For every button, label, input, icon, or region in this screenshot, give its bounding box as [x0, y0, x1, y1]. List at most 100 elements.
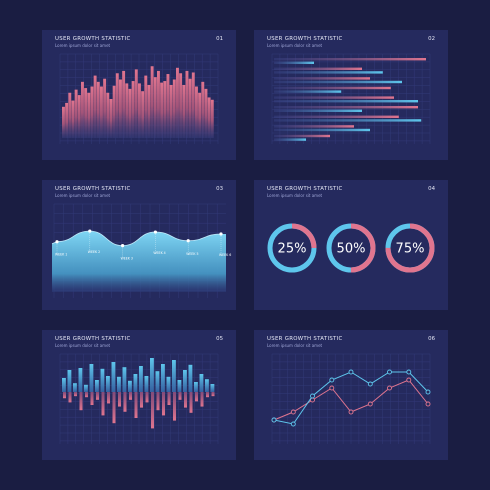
donut-slice — [326, 223, 376, 273]
panel-subtitle: Lorem ipsum dolor sit amet — [55, 43, 111, 48]
panel-number: 03 — [216, 186, 223, 192]
bar — [106, 92, 110, 138]
bar — [71, 100, 75, 138]
bar — [78, 368, 83, 392]
bar — [183, 392, 188, 408]
bar — [274, 90, 342, 93]
bar — [178, 392, 182, 400]
bar — [201, 81, 205, 138]
data-point — [219, 232, 223, 236]
bar — [172, 360, 176, 392]
bar — [62, 392, 67, 399]
panel-02: USER GROWTH STATISTIC Lorem ipsum dolor … — [254, 30, 448, 160]
bar — [125, 83, 129, 138]
bar — [119, 79, 122, 138]
bar — [62, 378, 66, 392]
bar — [139, 366, 143, 392]
donut-label: 50% — [337, 242, 366, 257]
bar — [133, 374, 138, 392]
bar — [150, 392, 155, 429]
bar — [211, 392, 215, 397]
bar — [73, 392, 78, 397]
data-point — [387, 369, 392, 375]
bar — [103, 78, 107, 138]
bar — [185, 70, 189, 138]
panel-01: USER GROWTH STATISTIC Lorem ipsum dolor … — [42, 30, 236, 160]
bar — [115, 73, 119, 138]
week-label: WEEK 6 — [219, 253, 231, 257]
bar — [274, 96, 394, 99]
bar — [274, 119, 422, 122]
bar — [176, 67, 179, 138]
panel-03: WEEK 1 WEEK 2 WEEK 3 WEEK 4 WEEK 5 WEEK 6 USE… — [42, 180, 236, 310]
data-point — [387, 385, 392, 391]
panel-number: 01 — [216, 36, 223, 42]
bar — [138, 83, 141, 138]
bar — [200, 392, 204, 407]
bar — [274, 86, 391, 90]
data-point — [329, 385, 335, 391]
data-point — [290, 421, 296, 427]
bar — [141, 91, 145, 138]
bar — [144, 376, 149, 392]
week-label: WEEK 3 — [121, 257, 133, 261]
chart-04: 25% 50% 75% — [267, 223, 435, 273]
panel-title: USER GROWTH STATISTIC — [55, 186, 131, 192]
bar — [161, 364, 165, 392]
bar — [100, 368, 105, 392]
bar — [156, 392, 160, 411]
bar — [87, 92, 91, 138]
panel-title: USER GROWTH STATISTIC — [267, 336, 343, 342]
bar — [106, 376, 110, 392]
data-point — [348, 409, 354, 415]
bar — [274, 109, 362, 112]
bar — [112, 392, 116, 424]
bar — [166, 376, 171, 392]
bar — [84, 392, 89, 398]
data-point — [425, 401, 431, 407]
bar — [62, 106, 65, 138]
data-point — [310, 393, 315, 399]
bar — [84, 384, 88, 392]
bar — [274, 125, 354, 128]
bar — [147, 84, 151, 138]
bar — [274, 71, 383, 74]
bar — [106, 392, 111, 404]
bar — [153, 77, 157, 138]
data-point — [406, 377, 412, 383]
bar — [274, 58, 426, 61]
panel-subtitle: Lorem ipsum dolor sit amet — [267, 193, 323, 198]
bar — [122, 70, 126, 138]
bar — [131, 81, 135, 138]
data-point — [348, 369, 354, 375]
bar — [81, 81, 84, 138]
panel-05: USER GROWTH STATISTIC Lorem ipsum dolor … — [42, 330, 236, 460]
bar — [172, 79, 176, 138]
week-label: WEEK 4 — [153, 251, 165, 255]
bar — [274, 115, 399, 118]
bar — [90, 86, 94, 138]
donut-label: 75% — [396, 242, 425, 257]
panel-title: USER GROWTH STATISTIC — [267, 186, 343, 192]
data-point — [121, 244, 125, 248]
panel-title: USER GROWTH STATISTIC — [55, 36, 131, 42]
bar — [74, 89, 78, 138]
bar — [134, 69, 138, 138]
bar — [79, 392, 83, 411]
data-point — [406, 369, 412, 375]
bar — [199, 374, 204, 392]
bar — [194, 392, 199, 402]
bar — [65, 102, 69, 138]
bar — [77, 95, 81, 138]
bar — [274, 128, 370, 132]
bar — [274, 61, 314, 64]
chart-03: WEEK 1 WEEK 2 WEEK 3 WEEK 4 WEEK 5 WEEK 6 — [51, 203, 231, 298]
panel-subtitle: Lorem ipsum dolor sit amet — [55, 193, 111, 198]
bar — [166, 74, 170, 138]
data-point — [186, 239, 190, 243]
bar — [210, 384, 215, 392]
bar — [194, 382, 198, 392]
bar — [205, 392, 210, 398]
chart-01 — [59, 53, 219, 144]
panel-number: 02 — [428, 36, 435, 42]
